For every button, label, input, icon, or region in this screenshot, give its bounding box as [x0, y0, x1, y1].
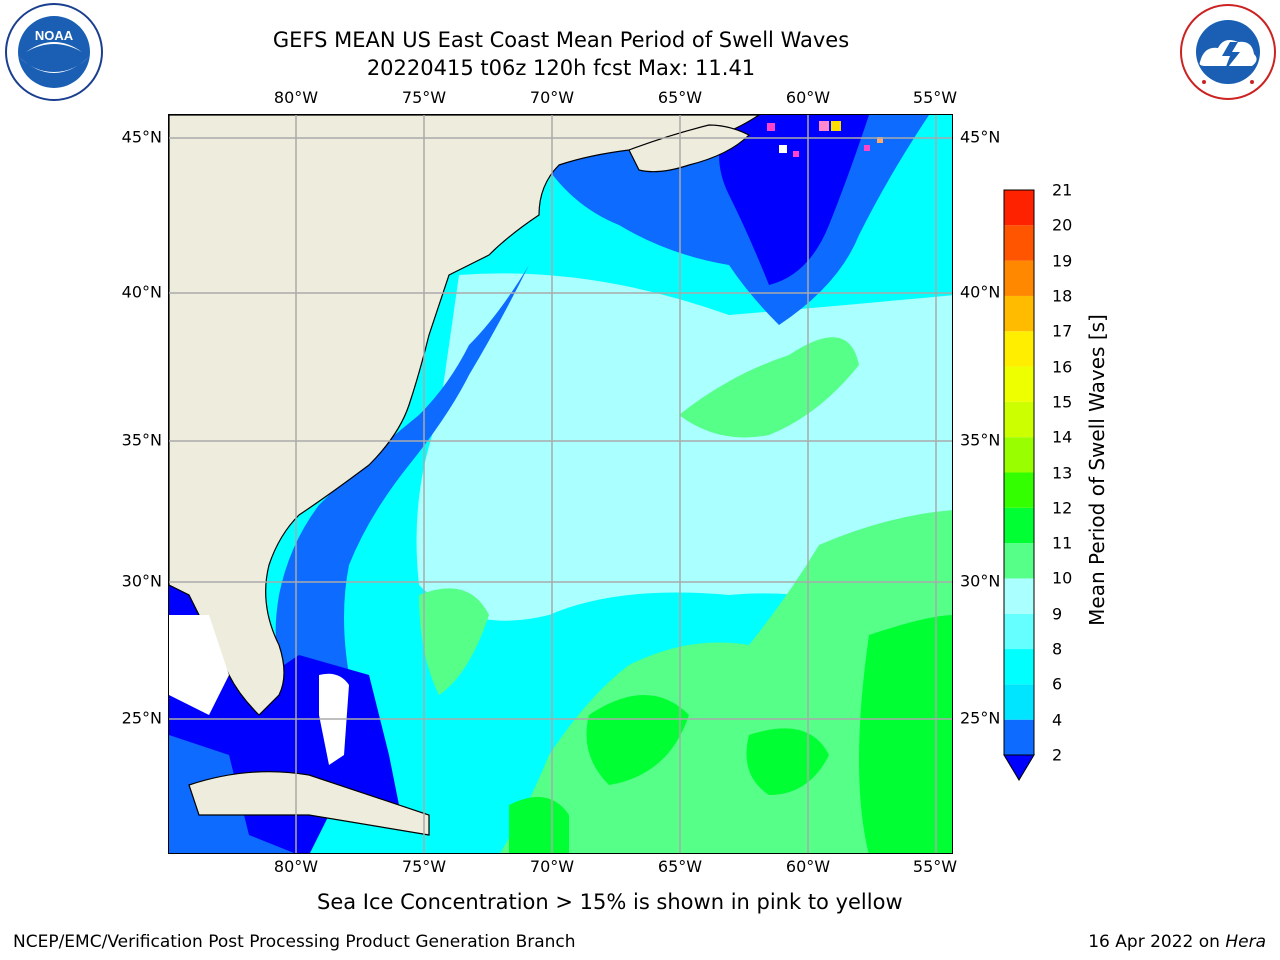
- lat-tick-label: 45°N: [960, 127, 1001, 147]
- lat-tick-label: 35°N: [960, 430, 1001, 450]
- colorbar-title: Mean Period of Swell Waves [s]: [1085, 314, 1109, 626]
- colorbar-tick-label: 4: [1052, 710, 1063, 730]
- colorbar-segment: [1004, 613, 1034, 650]
- lon-tick-label: 55°W: [912, 88, 958, 107]
- colorbar-segment: [1004, 684, 1034, 720]
- colorbar-tick-label: 15: [1052, 392, 1073, 412]
- colorbar-tick-label: 19: [1052, 251, 1073, 271]
- lat-tick-label: 45°N: [121, 127, 162, 147]
- colorbar-tick-label: 13: [1052, 463, 1073, 482]
- colorbar-segment: [1004, 366, 1034, 402]
- colorbar-tick-label: 6: [1052, 674, 1063, 694]
- lat-tick-label: 30°N: [960, 571, 1001, 591]
- lat-tick-label: 25°N: [960, 708, 1001, 728]
- noaa-logo: NOAA: [4, 2, 104, 106]
- colorbar-frame: [1003, 189, 1035, 756]
- map-title: GEFS MEAN US East Coast Mean Period of S…: [272, 28, 850, 52]
- sea-ice-note: Sea Ice Concentration > 15% is shown in …: [317, 890, 903, 914]
- lon-tick-label: 75°W: [401, 857, 447, 876]
- colorbar-tick-label: 8: [1052, 639, 1063, 659]
- lon-tick-label: 60°W: [785, 88, 831, 107]
- colorbar-segment: [1004, 190, 1034, 226]
- colorbar-segment: [1004, 719, 1034, 755]
- colorbar-segment: [1004, 472, 1034, 508]
- colorbar-segment: [1004, 649, 1034, 685]
- colorbar-tick-label: 18: [1052, 286, 1073, 306]
- colorbar-segment: [1004, 331, 1034, 367]
- colorbar-segment: [1004, 507, 1034, 544]
- lon-tick-label: 70°W: [529, 88, 575, 107]
- lat-tick-label: 40°N: [121, 282, 162, 302]
- swell-period-map: [168, 114, 953, 854]
- colorbar-tick-label: 16: [1052, 357, 1073, 377]
- colorbar-tick-label: 12: [1052, 498, 1073, 518]
- colorbar-segment: [1004, 295, 1034, 332]
- colorbar-segment: [1004, 260, 1034, 296]
- noaa-logo-text: NOAA: [35, 28, 74, 43]
- lat-tick-label: 35°N: [121, 430, 162, 450]
- colorbar-segment: [1004, 437, 1034, 473]
- lon-tick-label: 80°W: [273, 88, 319, 107]
- colorbar-segment: [1004, 543, 1034, 579]
- lon-tick-label: 65°W: [657, 857, 703, 876]
- colorbar-tick-label: 2: [1052, 745, 1063, 765]
- lon-tick-label: 80°W: [273, 857, 319, 876]
- lon-tick-label: 60°W: [785, 857, 831, 876]
- colorbar-tick-label: 9: [1052, 604, 1063, 624]
- lon-tick-label: 75°W: [401, 88, 447, 107]
- lon-tick-label: 65°W: [657, 88, 703, 107]
- colorbar-tick-label: 21: [1052, 180, 1073, 200]
- colorbar-tick-label: 10: [1052, 568, 1073, 588]
- colorbar-segment: [1004, 578, 1034, 614]
- lat-tick-label: 40°N: [960, 282, 1001, 302]
- colorbar-tick-label: 14: [1052, 427, 1073, 447]
- footer-credit: NCEP/EMC/Verification Post Processing Pr…: [13, 932, 576, 952]
- colorbar-tick-label: 11: [1052, 533, 1073, 553]
- footer-date-text: 16 Apr 2022 on: [1088, 932, 1226, 952]
- lat-tick-label: 30°N: [121, 571, 162, 591]
- lat-tick-label: 25°N: [121, 708, 162, 728]
- colorbar-tick-label: 17: [1052, 321, 1073, 341]
- nws-logo: [1178, 2, 1278, 106]
- lon-tick-label: 55°W: [912, 857, 958, 876]
- colorbar-segment: [1004, 225, 1034, 261]
- colorbar-tick-label: 20: [1052, 215, 1073, 235]
- footer-date: 16 Apr 2022 on Hera: [1088, 932, 1266, 952]
- lon-tick-label: 70°W: [529, 857, 575, 876]
- map-subtitle: 20220415 t06z 120h fcst Max: 11.41: [366, 56, 756, 80]
- colorbar-extend-arrow: [1003, 754, 1035, 781]
- colorbar-segment: [1004, 401, 1034, 438]
- colorbar-scale: [1003, 189, 1035, 781]
- footer-host: Hera: [1225, 932, 1266, 952]
